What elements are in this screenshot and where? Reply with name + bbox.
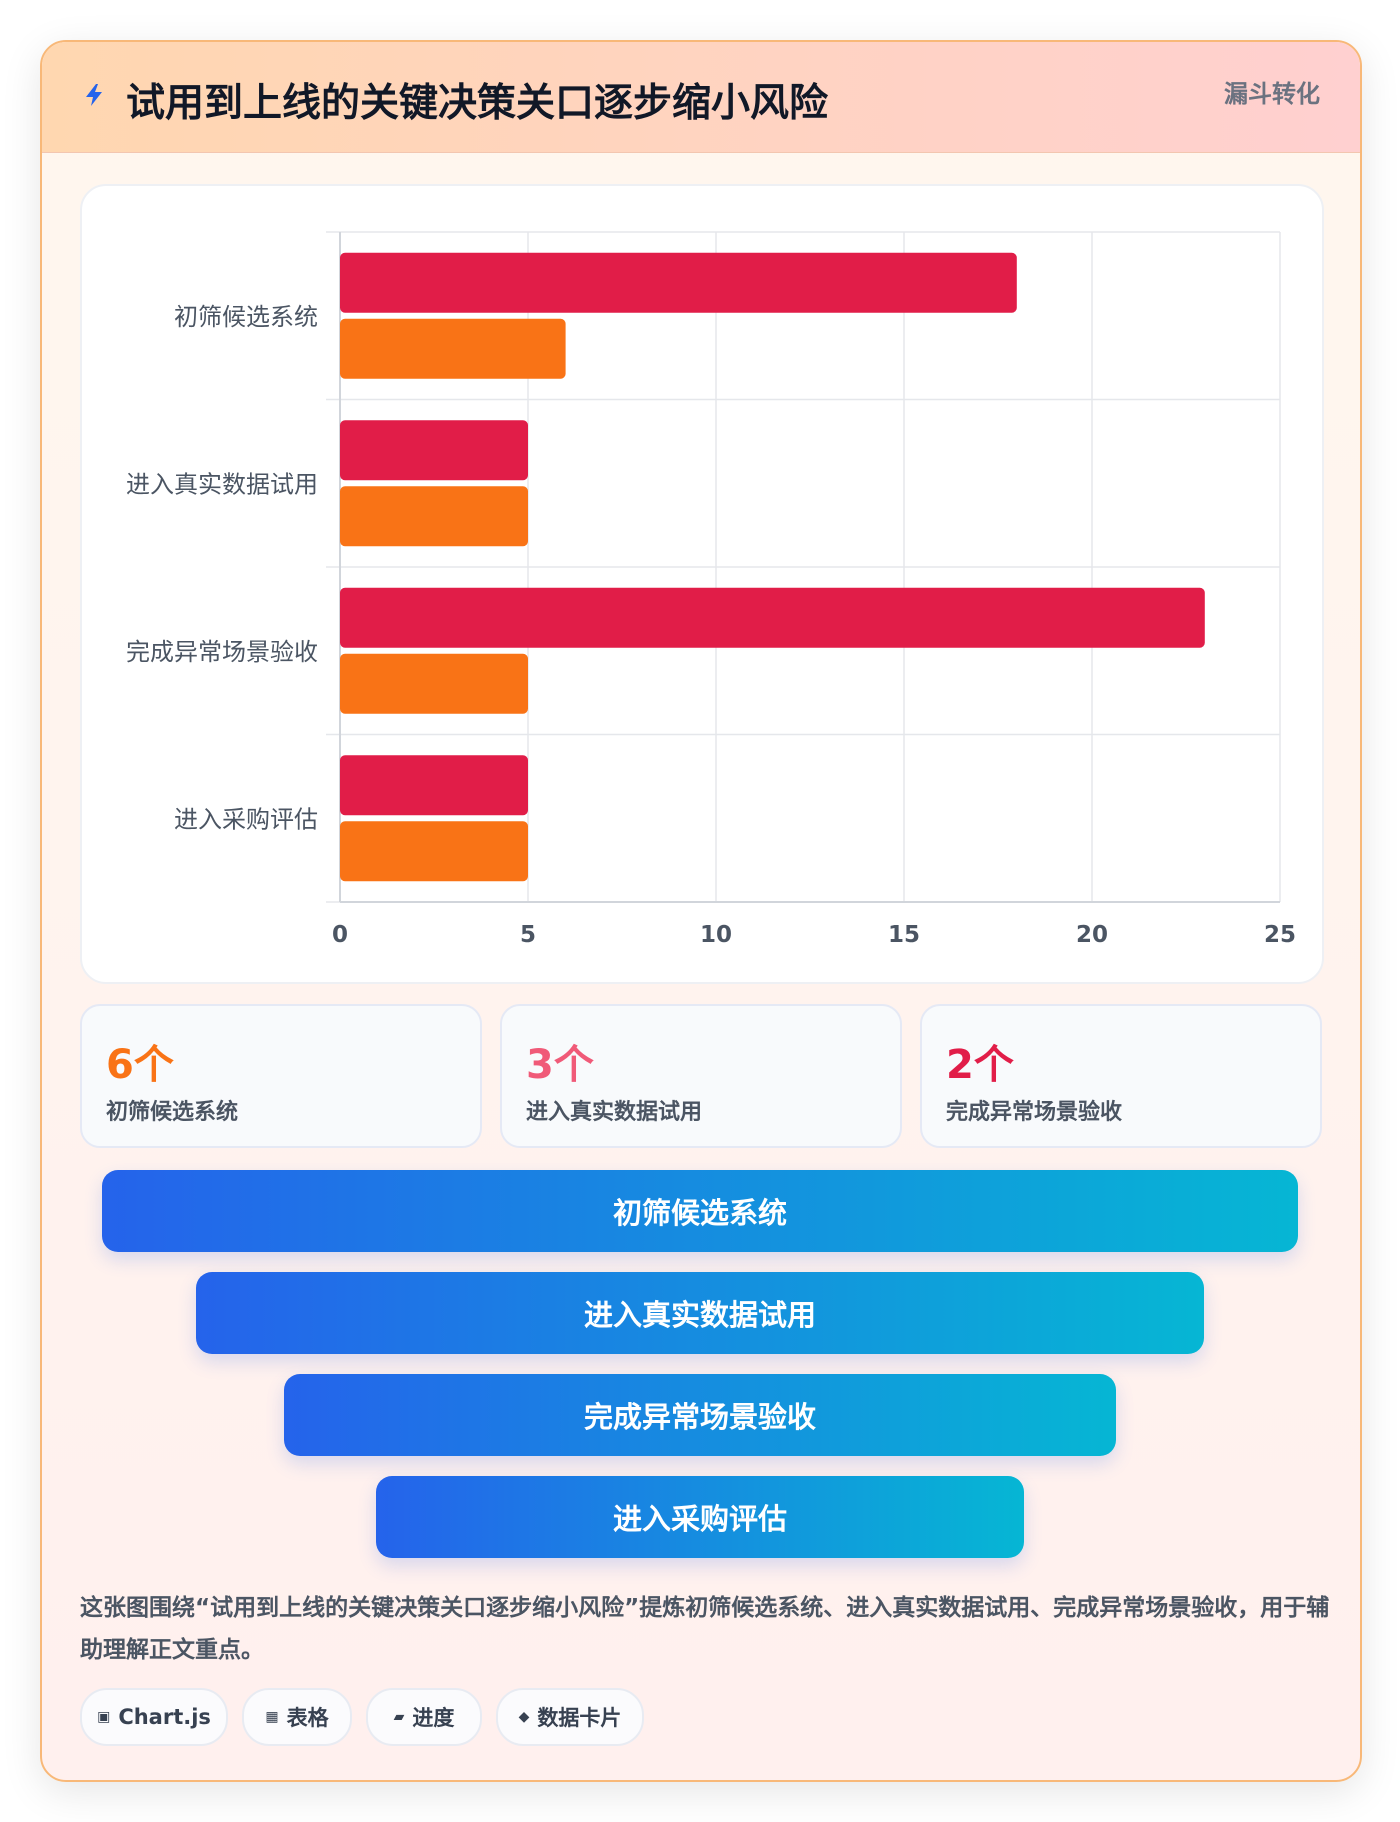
progress-icon: ▰ (393, 1709, 405, 1725)
bar-1-3 (340, 587, 1205, 648)
stat-value: 6个 (106, 1042, 174, 1088)
x-tick-label: 15 (888, 922, 920, 948)
stat-label: 完成异常场景验收 (946, 1100, 1123, 1125)
category-label: 完成异常场景验收 (126, 638, 318, 666)
category-label: 初筛候选系统 (174, 303, 318, 331)
funnel-stage-4: 进入采购评估 (376, 1476, 1024, 1558)
x-tick-label: 5 (520, 922, 536, 948)
chip-table[interactable]: ▦ 表格 (242, 1688, 352, 1746)
stat-card-trial: 3个 进入真实数据试用 (500, 1004, 902, 1148)
chip-chartjs[interactable]: ▣ Chart.js (80, 1688, 228, 1746)
x-tick-label: 10 (700, 922, 732, 948)
x-tick-label: 0 (332, 922, 348, 948)
chip-label: 表格 (286, 1706, 329, 1730)
lightning-icon (86, 84, 102, 106)
funnel-tag: 漏斗转化 (1224, 80, 1320, 108)
bar-2-2 (340, 486, 528, 547)
card-header: 试用到上线的关键决策关口逐步缩小风险 漏斗转化 (42, 42, 1360, 153)
stat-label: 初筛候选系统 (106, 1100, 239, 1125)
bar-chart-panel: 初筛候选系统进入真实数据试用 完成异常场景验收进入采购评估 0 5 10 15 20 25 (80, 184, 1324, 984)
x-tick-label: 25 (1264, 922, 1296, 948)
funnel-card: 试用到上线的关键决策关口逐步缩小风险 漏斗转化 初筛候选系统 进入真实数据试用 完成… (40, 40, 1362, 1782)
chip-label: 进度 (412, 1706, 455, 1730)
stat-value: 3个 (526, 1042, 594, 1088)
chart-icon: ▣ (97, 1709, 111, 1725)
chip-progress[interactable]: ▰ 进度 (366, 1688, 482, 1746)
page-title: 试用到上线的关键决策关口逐步缩小风险 (126, 81, 829, 126)
bar-2-4 (340, 821, 528, 882)
chip-label: 数据卡片 (537, 1706, 622, 1730)
chip-data-card[interactable]: ◆ 数据卡片 (496, 1688, 644, 1746)
stat-value: 2个 (946, 1042, 1014, 1088)
funnel-stage-2: 进入真实数据试用 (196, 1272, 1204, 1354)
bar-1-1 (340, 252, 1017, 313)
stat-card-screened: 6个 初筛候选系统 (80, 1004, 482, 1148)
category-label: 进入采购评估 (174, 805, 318, 833)
bar-1-4 (340, 755, 528, 816)
chart-description: 这张图围绕“试用到上线的关键决策关口逐步缩小风险”提炼初筛候选系统、进入真实数据… (80, 1595, 1330, 1663)
bar-2-3 (340, 653, 528, 714)
stat-label: 进入真实数据试用 (526, 1100, 703, 1125)
x-tick-label: 20 (1076, 922, 1108, 948)
data-card-icon: ◆ (518, 1709, 530, 1725)
bar-1-2 (340, 420, 528, 481)
funnel-stage-1: 初筛候选系统 (102, 1170, 1298, 1252)
funnel-stage-3: 完成异常场景验收 (284, 1374, 1116, 1456)
stat-card-acceptance: 2个 完成异常场景验收 (920, 1004, 1322, 1148)
chip-label: Chart.js (118, 1705, 211, 1729)
category-label: 进入真实数据试用 (126, 470, 318, 498)
bar-2-1 (340, 318, 566, 379)
table-icon: ▦ (265, 1709, 279, 1725)
